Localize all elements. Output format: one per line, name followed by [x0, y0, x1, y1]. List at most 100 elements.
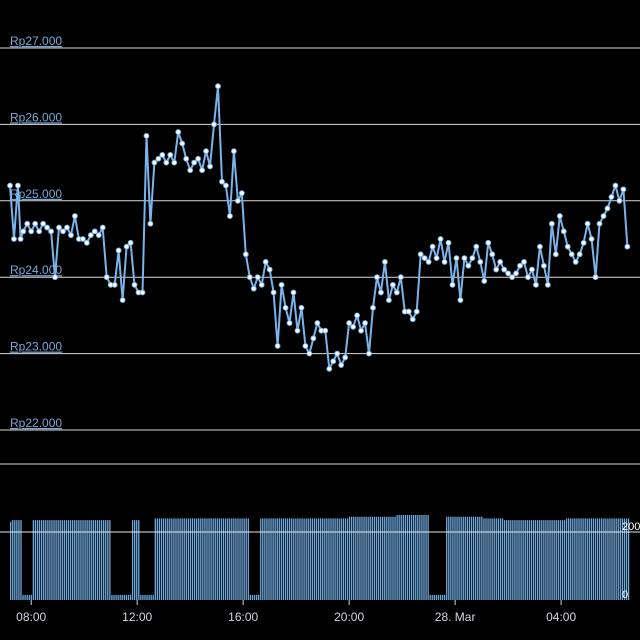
- volume-bar: [518, 520, 520, 600]
- volume-bar: [181, 518, 183, 600]
- price-point: [580, 239, 587, 246]
- volume-bar: [258, 594, 260, 600]
- volume-bar: [510, 520, 512, 600]
- time-tick-label: 08:00: [16, 610, 46, 624]
- price-point: [517, 262, 523, 269]
- volume-bar: [43, 520, 45, 600]
- price-point: [195, 155, 202, 162]
- price-point: [461, 255, 468, 262]
- volume-bar: [361, 516, 363, 600]
- volume-bar: [270, 518, 272, 600]
- price-point: [254, 274, 261, 281]
- price-point: [7, 182, 13, 189]
- volume-bar: [303, 518, 305, 600]
- price-point: [358, 327, 364, 334]
- volume-bar: [152, 594, 154, 600]
- volume-bar: [305, 518, 307, 600]
- price-point: [389, 281, 396, 288]
- volume-bar: [177, 518, 179, 600]
- volume-bar: [439, 594, 442, 600]
- price-tick-label: Rp26.000: [10, 110, 62, 124]
- price-point: [60, 228, 66, 235]
- volume-bar: [508, 520, 510, 600]
- volume-bar: [224, 518, 227, 600]
- price-point: [103, 274, 110, 281]
- price-point: [592, 274, 599, 281]
- volume-bar: [57, 520, 59, 600]
- volume-bar: [237, 518, 239, 600]
- volume-bar: [63, 520, 66, 600]
- volume-bar: [392, 516, 394, 600]
- volume-bar: [475, 516, 477, 600]
- volume-bar: [487, 518, 489, 600]
- volume-bar: [208, 518, 210, 600]
- volume-bar: [503, 520, 506, 600]
- volume-bar: [526, 520, 528, 600]
- price-point: [17, 236, 24, 242]
- volume-bar: [299, 518, 301, 600]
- volume-bar: [202, 518, 204, 600]
- volume-bar: [408, 515, 411, 600]
- volume-bar: [289, 518, 291, 600]
- volume-bar: [291, 518, 293, 600]
- price-point: [449, 281, 456, 288]
- price-point: [417, 251, 424, 258]
- volume-bar: [607, 518, 609, 600]
- volume-bar: [377, 516, 380, 600]
- price-point: [576, 251, 583, 258]
- volume-bar: [253, 594, 256, 600]
- price-point: [560, 228, 567, 235]
- volume-bar: [599, 518, 601, 600]
- price-point: [596, 220, 603, 227]
- volume-bar: [103, 520, 105, 600]
- price-point: [497, 259, 504, 265]
- volume-bar: [396, 515, 398, 600]
- price-point: [513, 270, 519, 277]
- volume-bar: [268, 518, 270, 600]
- volume-bar: [311, 518, 314, 600]
- price-point: [83, 239, 90, 246]
- volume-bar: [251, 594, 254, 600]
- price-point: [143, 132, 150, 139]
- volume-bar: [543, 520, 545, 600]
- price-point: [453, 255, 460, 262]
- volume-bar: [18, 520, 20, 600]
- volume-bar: [499, 518, 502, 600]
- volume-bar: [406, 515, 409, 600]
- volume-bar: [559, 520, 562, 600]
- volume-bar: [539, 520, 541, 600]
- volume-bar: [123, 594, 125, 600]
- volume-bar: [400, 515, 402, 600]
- price-point: [393, 289, 400, 296]
- volume-bar: [30, 594, 32, 600]
- volume-bar: [286, 518, 289, 600]
- volume-bar: [297, 518, 299, 600]
- volume-bar: [243, 518, 245, 600]
- price-point: [227, 213, 233, 219]
- volume-bar: [625, 518, 628, 600]
- volume-bar: [284, 518, 287, 600]
- price-point: [199, 167, 205, 174]
- volume-bar: [530, 520, 533, 600]
- price-point: [64, 224, 70, 231]
- volume-bar: [421, 515, 423, 600]
- volume-bar: [586, 518, 588, 600]
- volume-bar: [346, 518, 349, 600]
- price-point: [115, 247, 122, 254]
- volume-bar: [373, 516, 376, 600]
- volume-bar: [547, 520, 549, 600]
- volume-bar: [534, 520, 537, 600]
- volume-bar: [10, 521, 12, 600]
- price-tick-label: Rp23.000: [10, 340, 62, 354]
- volume-bar: [162, 518, 165, 600]
- price-point: [604, 205, 611, 212]
- price-point: [306, 350, 313, 357]
- volume-bar: [611, 518, 613, 600]
- volume-bar: [167, 518, 169, 600]
- volume-bar: [282, 518, 285, 600]
- price-axis-labels: Rp27.000 Rp26.000 Rp25.000 Rp24.000 Rp23.000…: [10, 34, 62, 430]
- price-point: [354, 312, 360, 319]
- volume-bar: [574, 518, 576, 600]
- price-point: [433, 255, 440, 262]
- volume-bar: [330, 518, 332, 600]
